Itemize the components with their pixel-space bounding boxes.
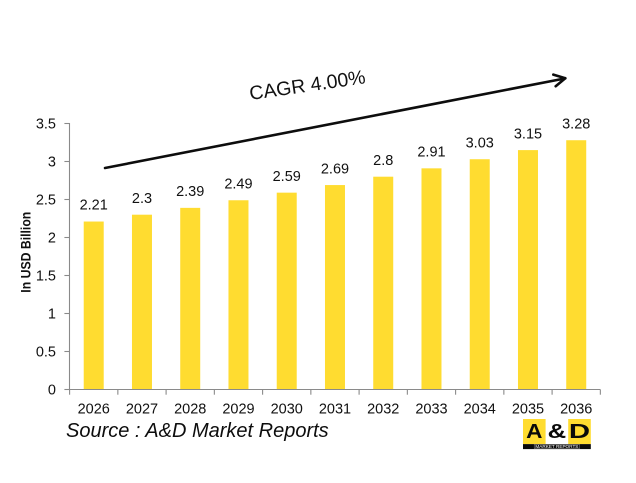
svg-text:3.5: 3.5 [36, 116, 56, 132]
svg-text:2.21: 2.21 [80, 198, 108, 214]
svg-text:CAGR 4.00%: CAGR 4.00% [248, 66, 367, 105]
svg-text:3: 3 [48, 154, 56, 170]
svg-text:MARKET REPORTS: MARKET REPORTS [535, 444, 578, 449]
svg-text:A: A [526, 420, 543, 443]
svg-text:2.39: 2.39 [176, 184, 204, 200]
svg-text:2028: 2028 [174, 401, 206, 417]
svg-text:0: 0 [48, 382, 56, 398]
svg-text:2.49: 2.49 [224, 176, 252, 192]
svg-text:2030: 2030 [271, 401, 303, 417]
svg-text:2033: 2033 [415, 401, 447, 417]
svg-text:2034: 2034 [464, 401, 496, 417]
svg-text:1: 1 [48, 306, 56, 322]
svg-text:In USD Billion: In USD Billion [17, 212, 33, 293]
svg-text:2032: 2032 [367, 401, 399, 417]
svg-text:&: & [548, 420, 567, 443]
svg-text:2035: 2035 [512, 401, 544, 417]
svg-text:3.03: 3.03 [466, 135, 494, 151]
svg-text:2.8: 2.8 [373, 153, 393, 169]
svg-text:2029: 2029 [222, 401, 254, 417]
svg-text:2026: 2026 [78, 401, 110, 417]
svg-text:3.28: 3.28 [562, 116, 590, 132]
svg-text:1.5: 1.5 [36, 268, 56, 284]
svg-text:0.5: 0.5 [36, 344, 56, 360]
svg-text:2.69: 2.69 [321, 161, 349, 177]
svg-text:Source : A&D Market Reports: Source : A&D Market Reports [66, 420, 329, 442]
svg-text:2.59: 2.59 [273, 169, 301, 185]
svg-text:2: 2 [48, 230, 56, 246]
svg-text:2031: 2031 [319, 401, 351, 417]
svg-text:2.91: 2.91 [417, 145, 445, 161]
svg-text:2036: 2036 [560, 401, 592, 417]
svg-text:2.5: 2.5 [36, 192, 56, 208]
svg-text:2027: 2027 [126, 401, 158, 417]
svg-text:2.3: 2.3 [132, 191, 152, 207]
svg-text:3.15: 3.15 [514, 126, 542, 142]
svg-text:D: D [569, 420, 590, 443]
